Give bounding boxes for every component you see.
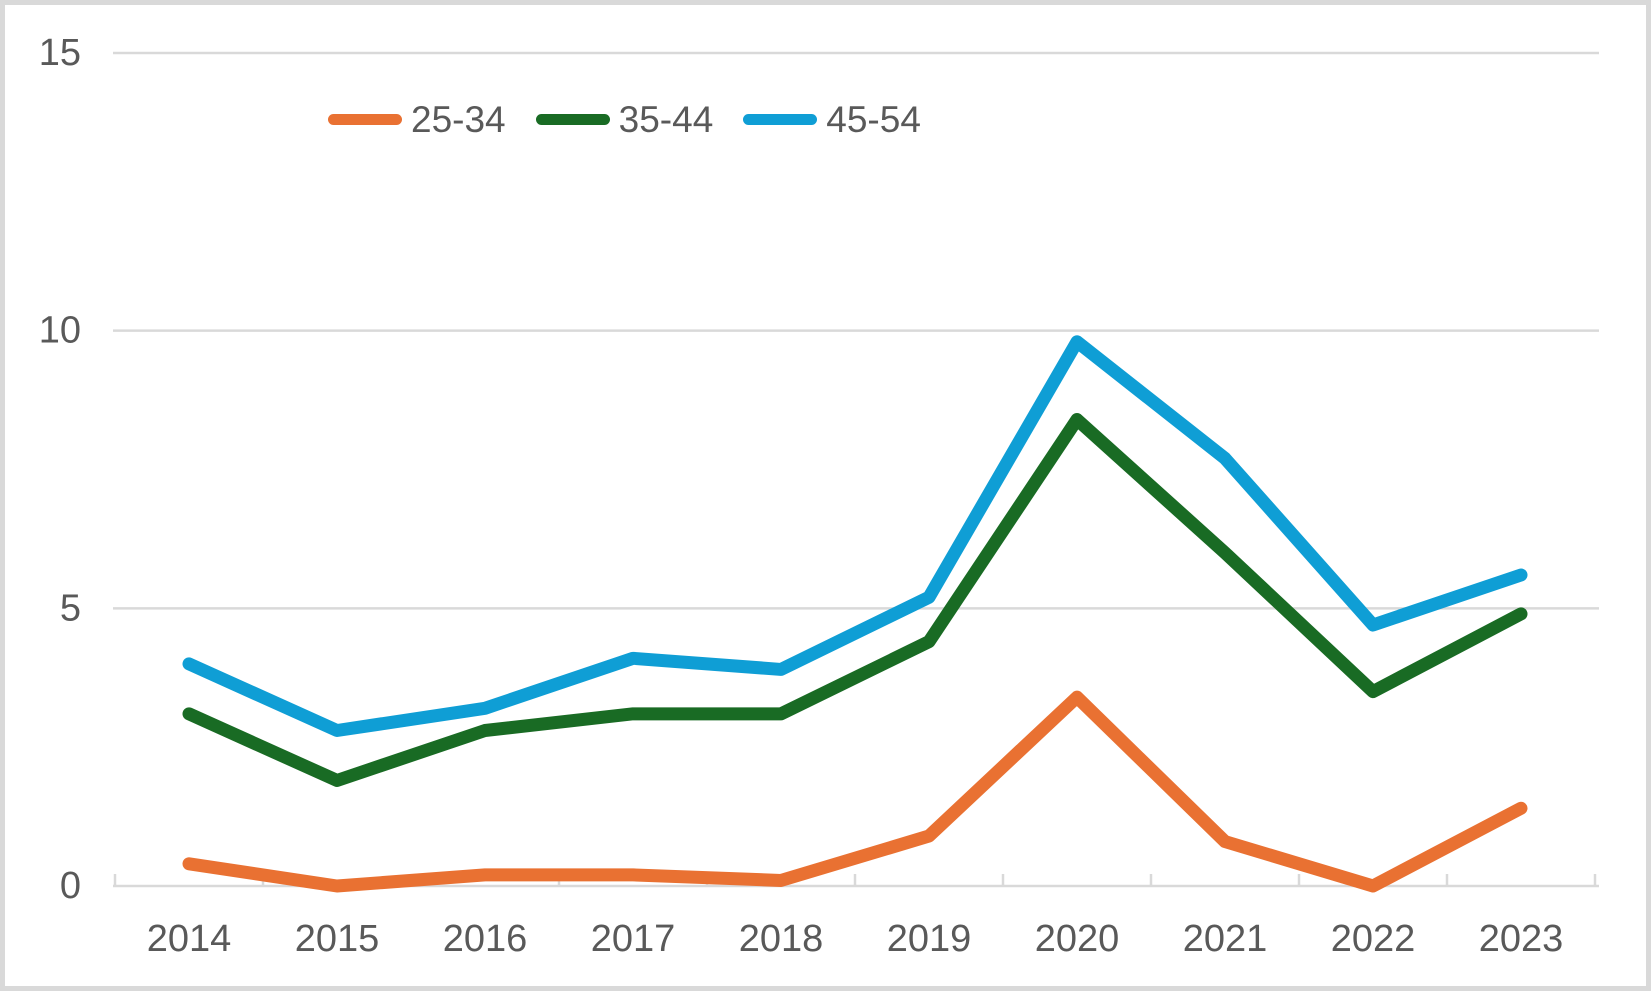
series-line-35-44 [182, 413, 1528, 787]
chart-legend: 25-34 35-44 45-54 [328, 101, 921, 138]
legend-swatch-icon [743, 114, 818, 125]
x-axis-tick-label: 2018 [739, 918, 824, 960]
y-axis-tick-label: 10 [39, 310, 81, 352]
legend-item: 45-54 [743, 101, 921, 138]
legend-swatch-icon [328, 114, 402, 125]
y-axis-tick-label: 5 [60, 587, 81, 629]
legend-label: 25-34 [411, 99, 506, 140]
x-axis-tick-label: 2021 [1183, 918, 1268, 960]
series-line-45-54 [182, 335, 1528, 738]
x-axis-tick-label: 2014 [147, 918, 232, 960]
x-axis-tick-label: 2022 [1331, 918, 1416, 960]
plot-area: 0 5 10 15 2014 2015 2016 2017 2018 2019 2020 2021 20… [39, 32, 1599, 960]
y-axis-tick-label: 0 [60, 865, 81, 907]
x-axis-tick-label: 2019 [887, 918, 972, 960]
legend-label: 35-44 [618, 99, 714, 140]
x-axis-tick-label: 2016 [443, 918, 528, 960]
x-axis-tick-label: 2023 [1479, 918, 1564, 960]
y-axis-tick-label: 15 [39, 32, 81, 74]
line-chart: 25-34 35-44 45-54 0 5 10 15 2014 2015 2016 2017 20… [5, 5, 1646, 986]
x-axis-tick-label: 2020 [1035, 918, 1120, 960]
legend-label: 45-54 [826, 99, 921, 140]
legend-item: 35-44 [535, 99, 714, 140]
series-line-25-34 [182, 690, 1528, 893]
x-axis-tick-label: 2015 [295, 918, 380, 960]
legend-item: 25-34 [328, 101, 506, 138]
x-axis-tick-label: 2017 [591, 918, 676, 960]
legend-swatch-icon [535, 114, 610, 125]
